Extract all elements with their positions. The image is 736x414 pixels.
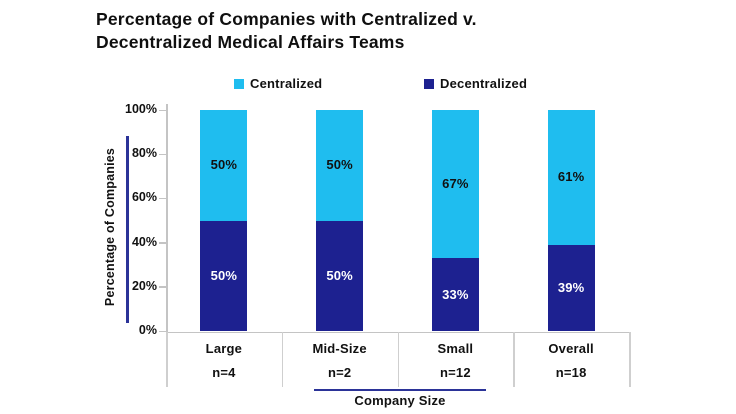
y-tick-label: 0% [138,323,157,337]
y-tick-mark [159,330,166,332]
bar-segment-decentralized: 33% [431,258,479,331]
category-label: Overall [548,341,594,356]
bar-value-label: 50% [326,157,353,173]
y-tick-label: 60% [131,190,157,205]
y-axis-line [166,104,168,332]
bar-segment-centralized: 50% [316,110,364,221]
y-tick-mark [159,286,166,288]
bar-value-label: 33% [442,286,469,302]
category-divider [513,332,515,387]
bar-segment-centralized: 61% [547,110,595,245]
x-axis-accent-line [314,389,486,391]
bar-segment-decentralized: 50% [316,220,364,331]
category-label: Small [437,341,474,356]
category-count: n=2 [327,365,352,380]
legend-label-decentralized: Decentralized [440,76,528,91]
decentralized-swatch-icon [424,78,434,89]
category-count: n=12 [439,365,471,380]
bar-segment-centralized: 67% [431,110,479,259]
y-tick-mark [159,153,166,156]
y-tick-mark [159,242,166,244]
category-count: n=4 [212,365,236,380]
category-divider [629,332,631,387]
bar-value-label: 50% [210,157,238,173]
bar-value-label: 67% [442,176,469,192]
y-tick-mark [159,197,166,200]
bar-segment-decentralized: 50% [200,220,248,331]
category-label: Large [205,341,243,356]
bar-value-label: 39% [557,279,585,295]
y-tick-label: 80% [131,146,157,161]
bar-segment-centralized: 50% [200,110,248,221]
y-tick-label: 100% [125,102,157,116]
y-axis-accent-line [126,136,129,323]
category-label: Mid-Size [312,341,367,356]
bar-value-label: 50% [210,267,238,283]
legend-label-centralized: Centralized [250,76,323,91]
legend-item-centralized: Centralized [234,76,322,91]
y-tick-mark [159,109,166,111]
bar-value-label: 50% [326,267,353,283]
y-tick-label: 40% [131,234,157,249]
category-divider [166,332,168,387]
y-tick-label: 20% [131,278,157,293]
x-axis-title: Company Size [354,393,446,408]
chart-title: Percentage of Companies with Centralized… [96,9,477,52]
category-divider [397,332,399,387]
legend-item-decentralized: Decentralized [424,76,527,91]
bar-value-label: 61% [557,169,585,185]
centralized-swatch-icon [234,78,244,89]
category-count: n=18 [555,365,587,380]
category-divider [281,332,284,387]
bar-segment-decentralized: 39% [547,244,595,331]
